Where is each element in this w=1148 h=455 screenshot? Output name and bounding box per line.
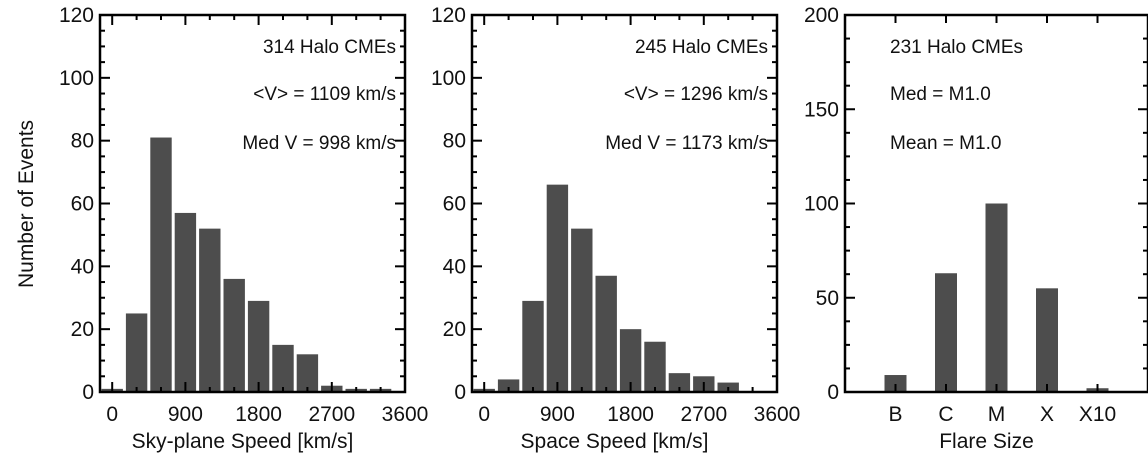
panel-1: 0 900 1800 2700 3600 0 20 40 60 80 100 120 314 Halo … [59,4,428,453]
bar-1-4 [199,228,221,392]
plot-frame-3 [843,13,1148,394]
annotation-3-0: 231 Halo CMEs [890,37,1023,58]
y-tick-label-1-5: 100 [59,67,94,90]
bar-2-8 [668,373,691,392]
y-tick-label-1-1: 20 [71,318,94,341]
annotation-1-1: <V> = 1109 km/s [253,84,396,105]
annotation-1-2: Med V = 998 km/s [242,133,396,154]
bar-1-6 [247,300,270,392]
y-tick-label-2-0: 0 [454,381,466,404]
bar-2-7 [644,341,666,392]
y-tick-label-2-2: 40 [443,255,466,278]
x-tick-label-3-0: B [888,403,902,426]
y-tick-label-3-0: 0 [827,381,839,404]
annotation-2-1: <V> = 1296 km/s [624,84,768,105]
x-tick-label-2-2: 1800 [607,403,654,426]
plot-frame-1 [98,13,407,394]
bar-1-7 [272,344,294,392]
bar-1-3 [174,212,197,392]
x-tick-label-2-1: 900 [540,403,575,426]
x-tick-label-3-1: C [938,403,953,426]
x-axis-title-2: Space Speed [km/s] [521,430,709,453]
x-tick-label-3-4: X10 [1079,403,1116,426]
x-axis-title-1: Sky-plane Speed [km/s] [132,430,354,453]
bar-1-1 [125,313,148,392]
annotation-3-2: Mean = M1.0 [890,133,1001,154]
x-tick-label-3-2: M [988,403,1006,426]
bar-3-x [1036,288,1058,392]
x-tick-label-3-3: X [1040,403,1054,426]
y-axis-title: Number of Events [15,120,38,288]
bar-2-5 [595,275,617,392]
annotation-2-0: 245 Halo CMEs [635,37,768,58]
y-tick-label-1-0: 0 [82,381,94,404]
bar-2-1 [497,379,520,392]
annotation-2-2: Med V = 1173 km/s [605,133,768,154]
x-tick-label-2-4: 3600 [754,403,801,426]
x-tick-label-1-1: 900 [168,403,203,426]
x-tick-label-2-3: 2700 [680,403,727,426]
y-tick-label-1-4: 80 [71,130,94,153]
y-tick-label-1-6: 120 [59,4,94,27]
y-tick-label-3-3: 150 [804,98,839,121]
x-tick-label-1-2: 1800 [235,403,282,426]
bar-1-8 [296,354,319,392]
annotation-3-1: Med = M1.0 [890,84,991,105]
y-tick-label-3-2: 100 [804,193,839,216]
bar-2-4 [571,228,593,392]
x-tick-label-1-3: 2700 [308,403,355,426]
x-tick-label-1-0: 0 [106,403,118,426]
y-tick-label-1-3: 60 [71,193,94,216]
y-tick-label-2-6: 120 [431,4,466,27]
x-tick-label-2-0: 0 [478,403,490,426]
y-tick-label-3-1: 50 [816,287,839,310]
y-tick-label-3-4: 200 [804,4,839,27]
bar-3-b [884,375,907,392]
bar-2-3 [546,184,569,392]
bar-2-2 [522,300,544,392]
plot-frame-2 [470,13,779,394]
x-axis-title-3: Flare Size [939,430,1034,453]
bar-3-c [935,273,957,392]
y-tick-label-2-4: 80 [443,130,466,153]
bar-1-5 [223,278,245,392]
y-tick-label-2-3: 60 [443,193,466,216]
bar-3-m [985,203,1008,392]
y-tick-label-2-5: 100 [431,67,466,90]
panel-3: B C M X X10 0 50 100 150 200 231 Halo CMEs Med = M1… [804,4,1148,453]
annotation-1-0: 314 Halo CMEs [263,37,396,58]
y-tick-label-2-1: 20 [443,318,466,341]
bar-1-2 [150,137,172,392]
x-tick-label-1-4: 3600 [382,403,429,426]
y-tick-label-1-2: 40 [71,255,94,278]
panel-2: 0 900 1800 2700 3600 0 20 40 60 80 100 120 245 Halo … [431,4,800,453]
bar-2-6 [619,329,642,392]
